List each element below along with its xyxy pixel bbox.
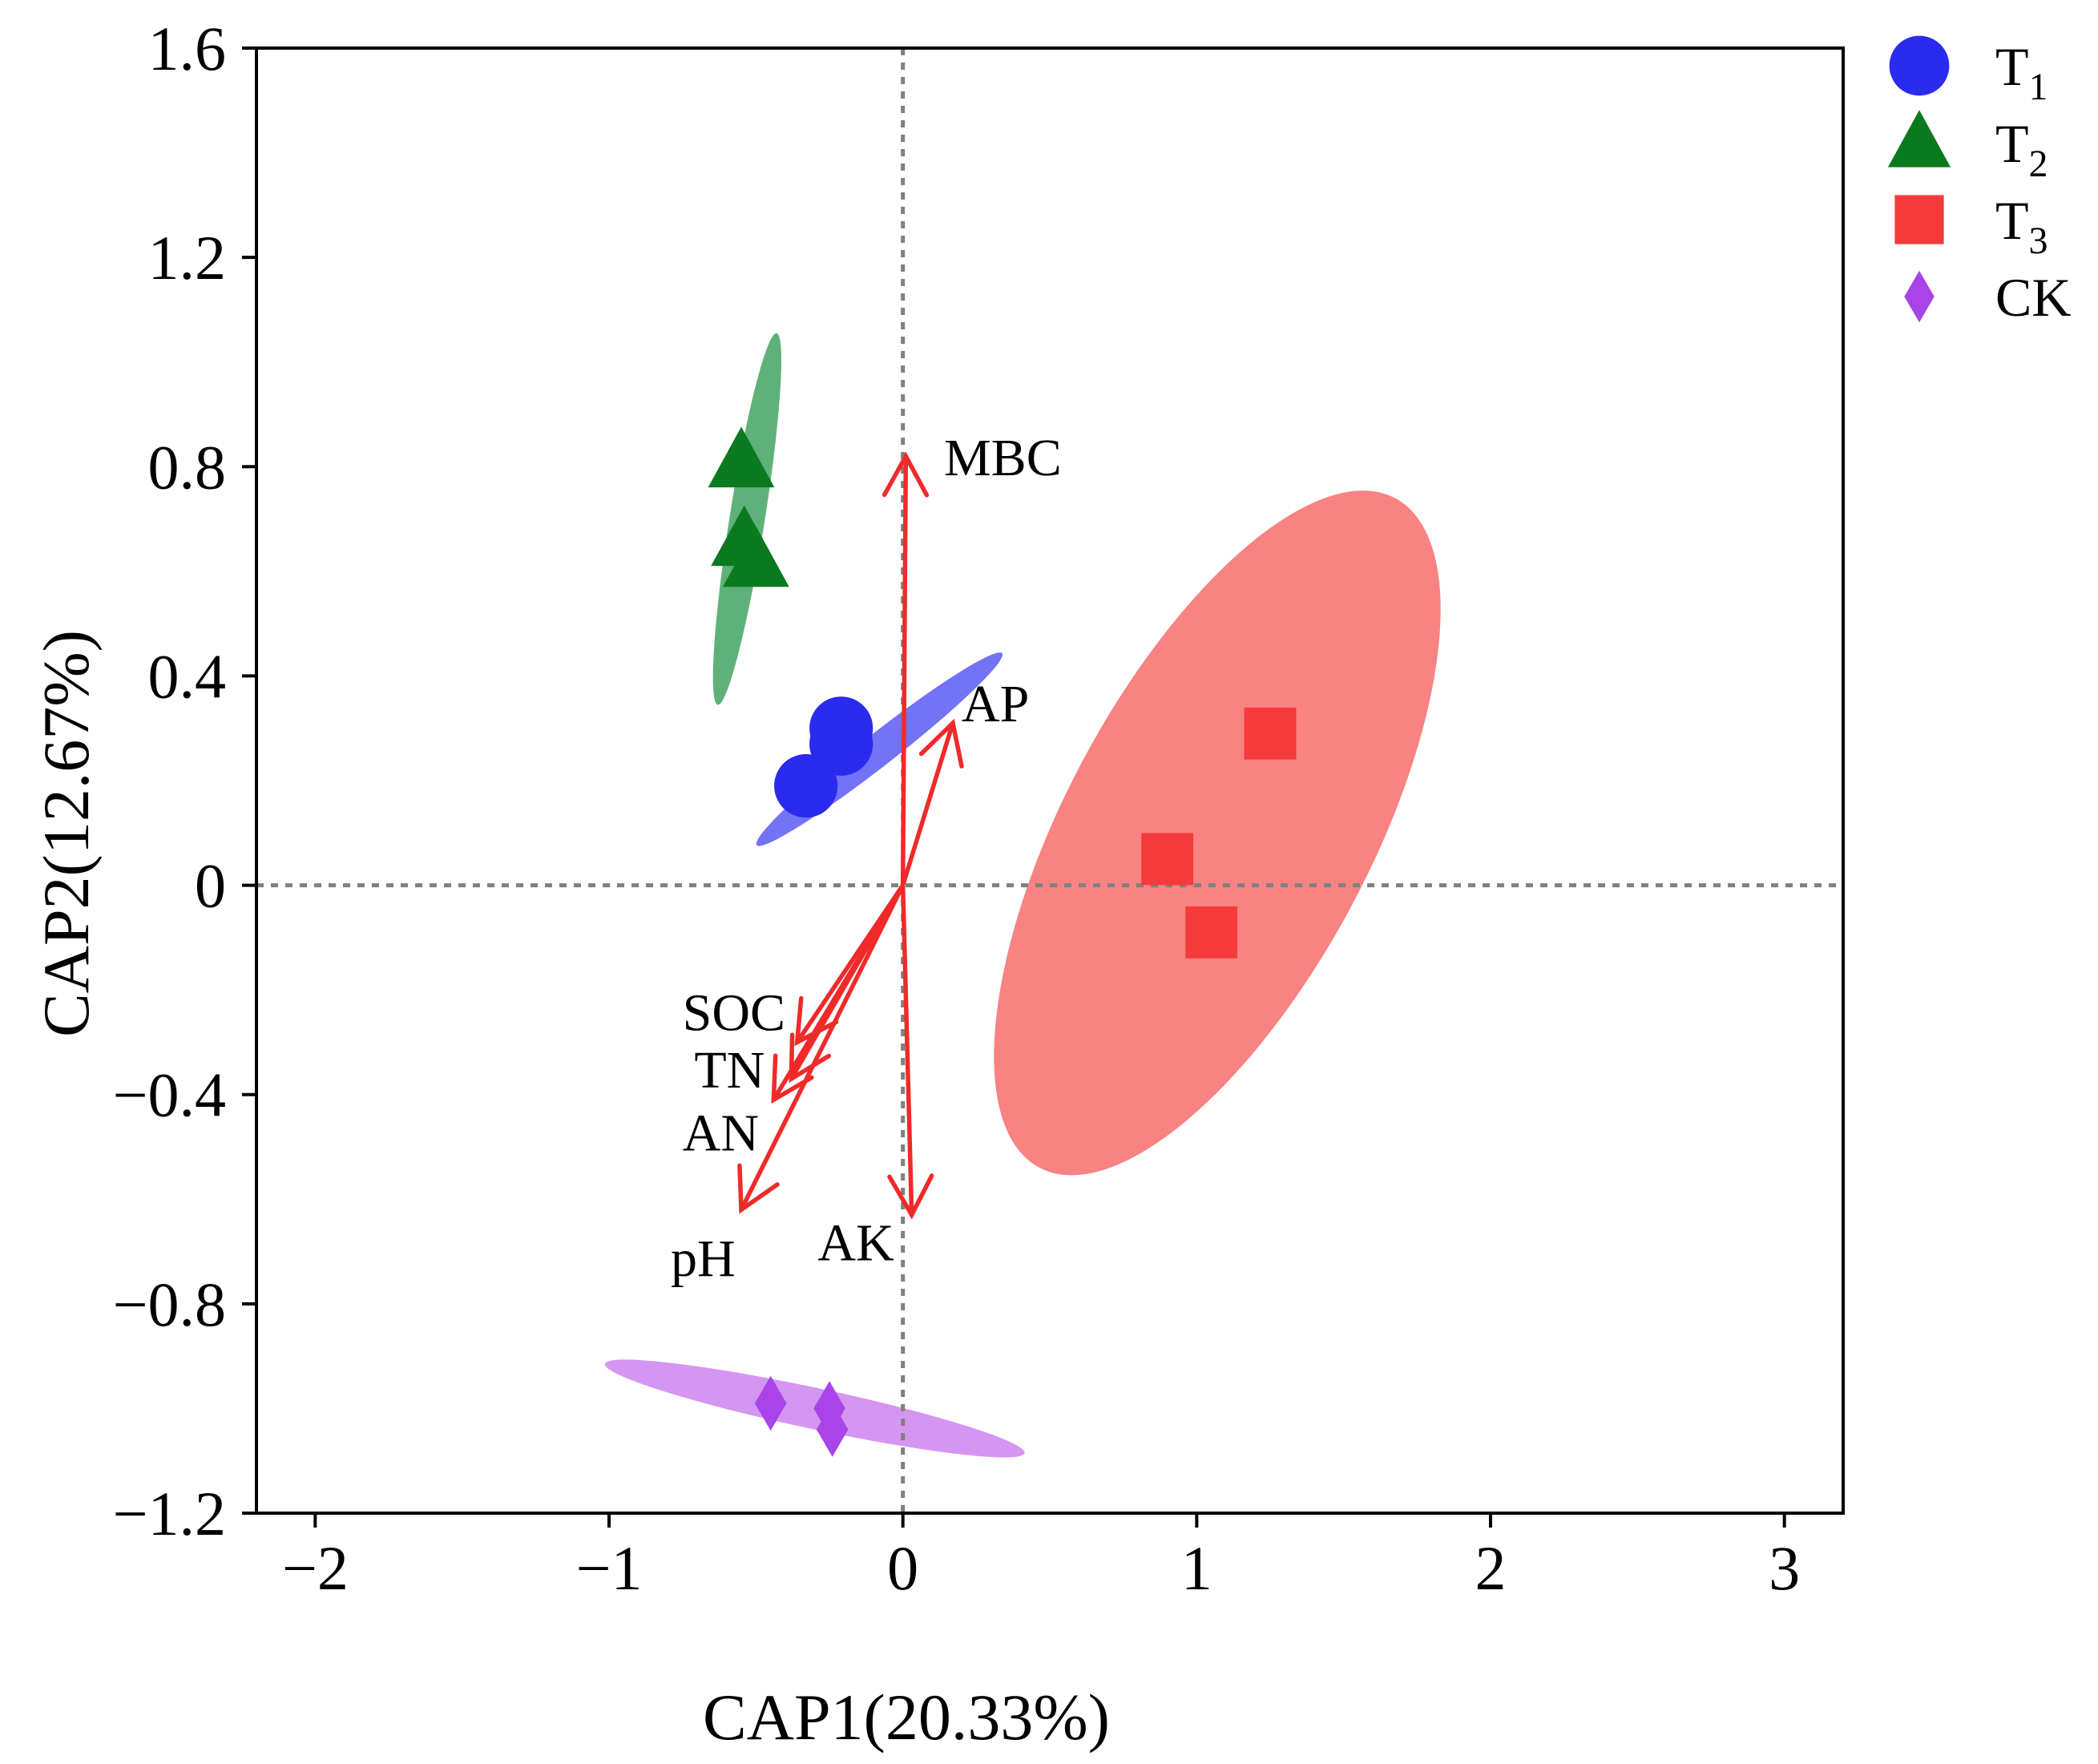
- x-tick-label: 3: [1769, 1533, 1800, 1603]
- point-ck: [816, 1402, 849, 1457]
- arrow-shaft-ap: [900, 721, 955, 888]
- y-tick-label: −0.8: [113, 1270, 227, 1339]
- point-t1: [774, 753, 838, 818]
- arrow-head-mbc: [882, 451, 930, 498]
- legend-marker-t3: [1894, 195, 1944, 244]
- legend-marker-t1: [1889, 35, 1950, 96]
- x-tick-label: 0: [887, 1533, 918, 1603]
- ellipse-t3: [994, 490, 1441, 1176]
- arrow-label-ap: AP: [962, 675, 1029, 733]
- axes: −2 −1 0 1 2 3 −1.2 −0.8 −0.4 0 0.4 0.8 1.2 1.6: [113, 14, 1845, 1603]
- arrow-shaft-ak: [900, 882, 914, 1217]
- x-tick-label: −2: [282, 1533, 349, 1603]
- sample-points: [708, 426, 1297, 1457]
- arrow-label-tn: TN: [694, 1041, 765, 1100]
- arrow-shaft-an: [771, 882, 906, 1102]
- y-axis-title: CAP2(12.67%): [30, 630, 103, 1037]
- legend-name: T: [1995, 113, 2029, 174]
- arrow-label-soc: SOC: [683, 983, 785, 1042]
- arrow-head-ph: [737, 1163, 780, 1214]
- x-tick-label: 1: [1181, 1533, 1212, 1603]
- y-tick-label: −1.2: [113, 1479, 227, 1548]
- arrow-label-ph: pH: [671, 1229, 736, 1288]
- arrow-label-ak: AK: [817, 1214, 894, 1273]
- legend-subscript: 3: [2029, 220, 2048, 262]
- point-ck: [754, 1375, 787, 1431]
- y-tick-label: 0.8: [148, 432, 227, 502]
- arrow-head-an: [771, 1053, 814, 1104]
- legend-marker-t2: [1887, 110, 1951, 168]
- x-tick-label: 2: [1475, 1533, 1507, 1603]
- legend-name: T: [1995, 36, 2029, 97]
- legend-label-t3: T3: [1995, 190, 2048, 262]
- ellipse-t1: [756, 652, 1003, 846]
- arrow-head-ap: [918, 718, 964, 769]
- arrow-head-ak: [887, 1173, 934, 1220]
- legend-name: T: [1995, 190, 2029, 251]
- y-tick-label: 1.6: [148, 14, 227, 83]
- arrow-shaft-ph: [739, 882, 906, 1213]
- legend-marker-ck: [1904, 270, 1935, 323]
- arrow-label-mbc: MBC: [944, 429, 1062, 487]
- y-tick-label: −0.4: [113, 1060, 227, 1130]
- y-tick-label: 0.4: [148, 641, 227, 711]
- legend-label-t2: T2: [1995, 113, 2048, 185]
- point-t3: [1244, 707, 1297, 760]
- arrow-label-an: AN: [683, 1104, 759, 1162]
- point-t3: [1141, 833, 1194, 886]
- point-t2: [722, 526, 789, 587]
- plot-frame: [255, 46, 1845, 1515]
- legend-label-ck: CK: [1995, 267, 2071, 328]
- legend-subscript: 1: [2029, 66, 2048, 108]
- x-axis-title: CAP1(20.33%): [703, 1681, 1110, 1754]
- y-tick-label: 0: [195, 851, 226, 921]
- reference-lines: [256, 48, 1843, 1513]
- arrow-shaft-mbc: [900, 454, 909, 888]
- legend-name: CK: [1995, 267, 2071, 328]
- confidence-ellipses: [604, 333, 1441, 1458]
- y-tick-label: 1.2: [148, 223, 227, 293]
- x-tick-label: −1: [576, 1533, 643, 1603]
- arrow-head-soc: [794, 995, 839, 1047]
- legend-label-t1: T1: [1995, 36, 2048, 108]
- point-t3: [1185, 906, 1238, 959]
- legend-subscript: 2: [2029, 143, 2048, 185]
- point-t1: [809, 712, 873, 776]
- point-t2: [708, 426, 775, 488]
